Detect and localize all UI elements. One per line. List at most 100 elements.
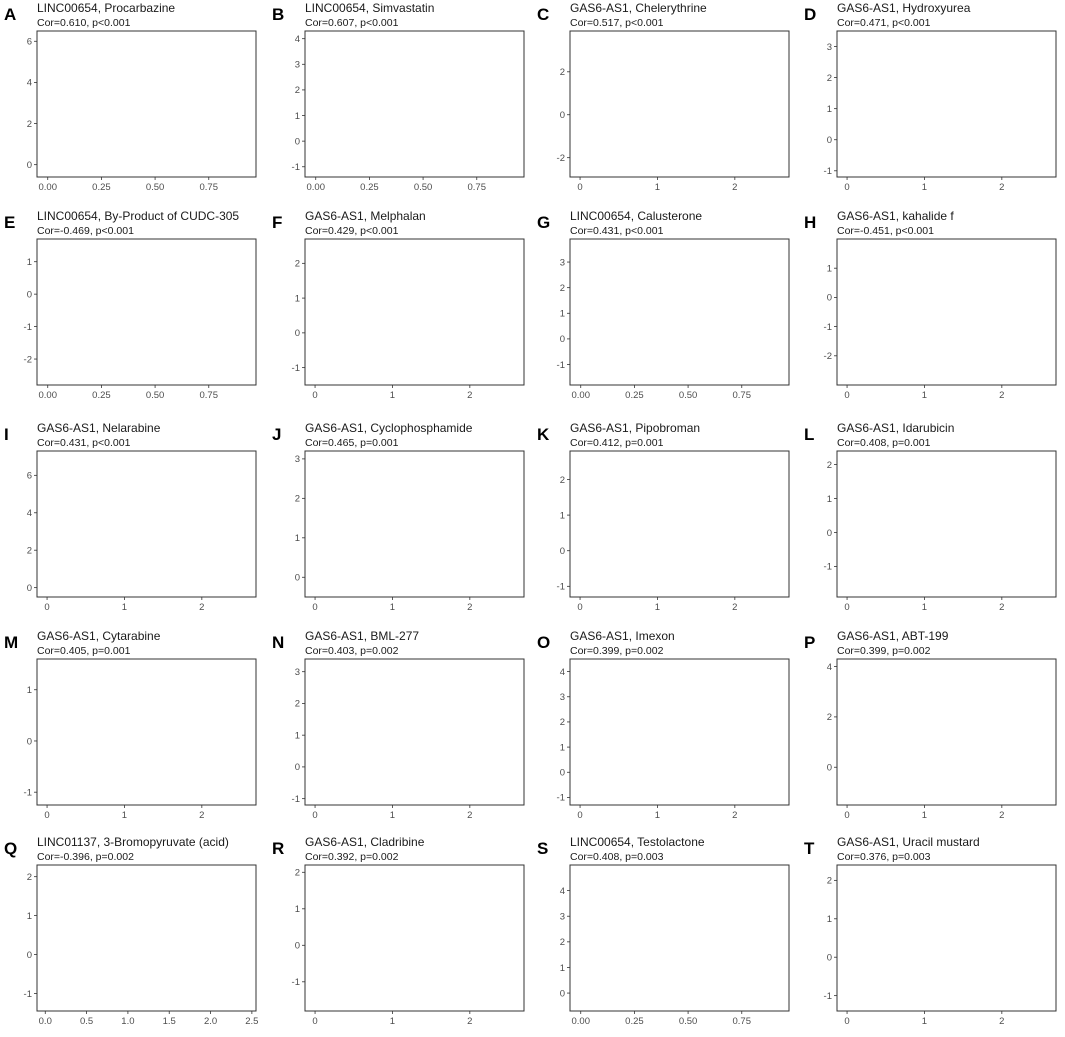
panel-label: R	[272, 839, 284, 858]
y-tick-label: 3	[295, 667, 300, 678]
correlation-stat: Cor=0.399, p=0.002	[837, 645, 931, 657]
panel-label: S	[537, 839, 548, 858]
plot-frame	[836, 450, 1057, 598]
y-tick-label: 6	[27, 37, 32, 48]
correlation-stat: Cor=0.408, p=0.003	[570, 851, 664, 863]
x-tick-label: 2	[999, 390, 1004, 401]
y-tick-label: 2	[827, 460, 832, 471]
y-tick-label: 3	[295, 60, 300, 71]
y-tick-label: 4	[27, 508, 32, 519]
y-tick-label: 1	[27, 257, 32, 268]
x-tick-label: 0	[312, 1016, 317, 1027]
y-tick-label: 1	[560, 309, 565, 320]
panel-N: N GAS6-AS1, BML-277 Cor=0.403, p=0.002 0 1 2 -…	[272, 629, 525, 821]
panel-title: GAS6-AS1, Hydroxyurea	[837, 1, 971, 15]
y-tick-label: 3	[560, 912, 565, 923]
panel-B: B LINC00654, Simvastatin Cor=0.607, p<0.00…	[272, 1, 525, 193]
y-tick-label: 0	[27, 160, 32, 171]
panel-title: GAS6-AS1, Imexon	[570, 629, 675, 643]
panel-T: T GAS6-AS1, Uracil mustard Cor=0.376, p=0.…	[804, 835, 1057, 1027]
correlation-stat: Cor=0.403, p=0.002	[305, 645, 399, 657]
correlation-stat: Cor=0.405, p=0.001	[37, 645, 131, 657]
correlation-stat: Cor=0.610, p<0.001	[37, 17, 131, 29]
y-tick-label: 2	[560, 67, 565, 78]
x-tick-label: 0.50	[146, 182, 165, 193]
x-tick-label: 2	[999, 602, 1004, 613]
x-tick-label: 0	[312, 810, 317, 821]
panel-label: D	[804, 5, 816, 24]
correlation-stat: Cor=0.431, p<0.001	[570, 225, 664, 237]
y-tick-label: 1	[827, 104, 832, 115]
x-tick-label: 2	[467, 810, 472, 821]
panel-label: O	[537, 633, 550, 652]
x-tick-label: 2	[732, 810, 737, 821]
y-tick-label: -1	[824, 991, 832, 1002]
y-tick-label: 2	[560, 717, 565, 728]
panel-label: H	[804, 213, 816, 232]
y-tick-label: 4	[560, 886, 565, 897]
x-tick-label: 0.75	[468, 182, 487, 193]
y-tick-label: -1	[824, 562, 832, 573]
panel-K: K GAS6-AS1, Pipobroman Cor=0.412, p=0.001 0…	[537, 421, 790, 613]
y-tick-label: 2	[560, 283, 565, 294]
panel-label: J	[272, 425, 281, 444]
x-tick-label: 0	[844, 1016, 849, 1027]
panel-label: G	[537, 213, 550, 232]
y-tick-label: -1	[557, 360, 565, 371]
panel-H: H GAS6-AS1, kahalide f Cor=-0.451, p<0.001…	[804, 209, 1057, 401]
panel-label: A	[4, 5, 16, 24]
y-tick-label: 2	[295, 699, 300, 710]
panel-label: N	[272, 633, 284, 652]
y-tick-label: 1	[27, 911, 32, 922]
panel-R: R GAS6-AS1, Cladribine Cor=0.392, p=0.002 0…	[272, 835, 525, 1027]
y-tick-label: 2	[27, 546, 32, 557]
panel-title: GAS6-AS1, Pipobroman	[570, 421, 700, 435]
x-tick-label: 0.75	[733, 1016, 752, 1027]
plot-frame	[304, 30, 525, 178]
x-tick-label: 0.50	[414, 182, 433, 193]
y-tick-label: 3	[560, 257, 565, 268]
panel-title: LINC00654, Calusterone	[570, 209, 702, 223]
panel-M: M GAS6-AS1, Cytarabine Cor=0.405, p=0.001 0…	[4, 629, 257, 821]
panel-label: B	[272, 5, 284, 24]
y-tick-label: 2	[560, 475, 565, 486]
x-tick-label: 2.5	[245, 1016, 258, 1027]
panel-D: D GAS6-AS1, Hydroxyurea Cor=0.471, p<0.001…	[804, 1, 1057, 193]
y-tick-label: -1	[824, 322, 832, 333]
x-tick-label: 2	[732, 602, 737, 613]
y-tick-label: -1	[824, 166, 832, 177]
y-tick-label: 1	[827, 494, 832, 505]
x-tick-label: 2	[199, 810, 204, 821]
y-tick-label: -1	[24, 787, 32, 798]
y-tick-label: 0	[27, 950, 32, 961]
panel-label: M	[4, 633, 18, 652]
correlation-stat: Cor=0.471, p<0.001	[837, 17, 931, 29]
x-tick-label: 1	[922, 602, 927, 613]
x-tick-label: 0.00	[571, 1016, 590, 1027]
y-tick-label: -1	[557, 582, 565, 593]
x-tick-label: 1	[655, 602, 660, 613]
plot-frame	[36, 864, 257, 1012]
correlation-stat: Cor=-0.451, p<0.001	[837, 225, 934, 237]
panel-title: GAS6-AS1, Chelerythrine	[570, 1, 707, 15]
plot-frame	[836, 30, 1057, 178]
plot-frame	[36, 238, 257, 386]
x-tick-label: 0	[44, 602, 49, 613]
y-tick-label: 4	[27, 78, 32, 89]
panel-label: E	[4, 213, 15, 232]
x-tick-label: 0.25	[92, 390, 111, 401]
panel-title: GAS6-AS1, Cyclophosphamide	[305, 421, 473, 435]
panel-F: F GAS6-AS1, Melphalan Cor=0.429, p<0.001 0 1…	[272, 209, 525, 401]
y-tick-label: 0	[295, 762, 300, 773]
plot-frame	[569, 238, 790, 386]
panel-title: GAS6-AS1, Idarubicin	[837, 421, 954, 435]
x-tick-label: 0.25	[625, 390, 644, 401]
x-tick-label: 2	[199, 602, 204, 613]
x-tick-label: 0	[577, 602, 582, 613]
x-tick-label: 0.75	[733, 390, 752, 401]
y-tick-label: -2	[24, 354, 32, 365]
x-tick-label: 0	[844, 390, 849, 401]
x-tick-label: 0	[44, 810, 49, 821]
panel-Q: Q LINC01137, 3-Bromopyruvate (acid) Cor=-0…	[4, 835, 258, 1027]
x-tick-label: 1	[655, 182, 660, 193]
